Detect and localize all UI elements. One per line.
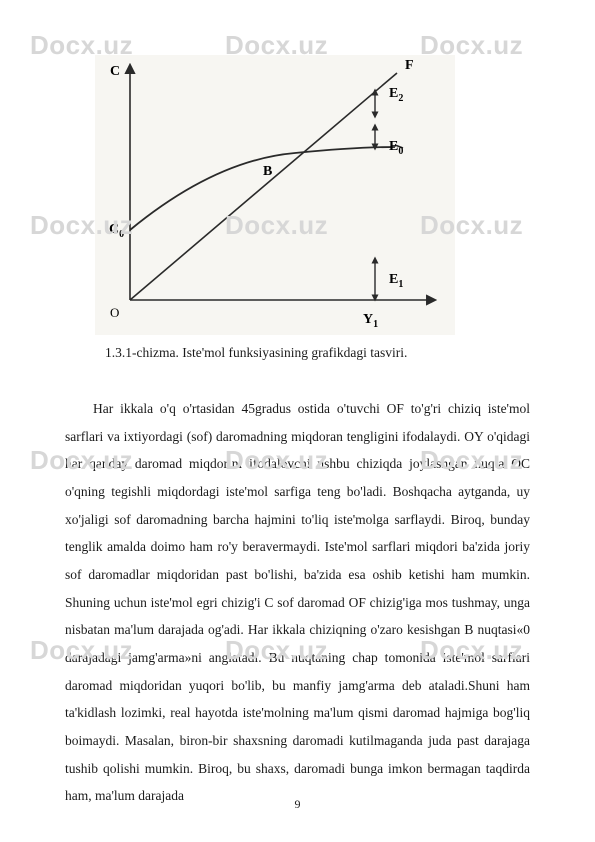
label-b: B (263, 164, 272, 179)
label-c: C (110, 64, 120, 79)
label-e2: E2 (389, 86, 403, 104)
label-e1: E1 (389, 272, 403, 290)
label-y1: Y1 (363, 312, 378, 330)
curve-c (130, 147, 395, 230)
paragraph-text: Har ikkala o'q o'rtasidan 45gradus ostid… (65, 395, 530, 810)
label-o: O (110, 305, 119, 320)
figure-caption: 1.3.1-chizma. Iste'mol funksiyasining gr… (105, 345, 407, 361)
label-f: F (405, 58, 414, 73)
page-number: 9 (0, 797, 595, 812)
label-e0: E0 (389, 139, 403, 157)
line-of (130, 73, 397, 300)
chart-svg: C F E2 E0 B C0 E1 O Y1 (95, 55, 455, 335)
body-paragraph: Har ikkala o'q o'rtasidan 45gradus ostid… (65, 395, 530, 810)
consumption-function-chart: C F E2 E0 B C0 E1 O Y1 (95, 55, 455, 335)
label-c0: C0 (109, 222, 124, 240)
